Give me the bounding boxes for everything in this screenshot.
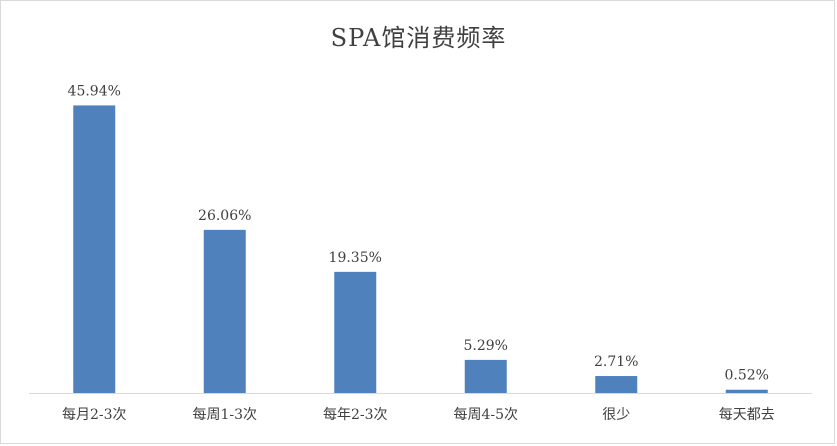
category-labels-layer: 每月2-3次 每周1-3次 每年2-3次 每周4-5次 很少 每天都去 — [62, 407, 775, 423]
data-label-1: 26.06% — [198, 208, 251, 224]
bar-4 — [595, 376, 638, 393]
bar-2 — [334, 271, 377, 393]
data-label-4: 2.71% — [594, 354, 638, 370]
bar-0 — [73, 105, 116, 394]
category-label-4: 很少 — [602, 407, 630, 423]
data-label-5: 0.52% — [725, 368, 769, 384]
category-label-0: 每月2-3次 — [62, 407, 127, 423]
bar-3 — [464, 359, 507, 393]
data-label-0: 45.94% — [68, 83, 121, 99]
bars-layer — [73, 105, 768, 394]
bar-5 — [725, 389, 768, 393]
category-label-5: 每天都去 — [719, 407, 775, 423]
data-label-2: 19.35% — [329, 250, 382, 266]
category-label-2: 每年2-3次 — [323, 407, 388, 423]
data-label-3: 5.29% — [464, 338, 508, 354]
data-labels-layer: 45.94% 26.06% 19.35% 5.29% 2.71% 0.52% — [68, 83, 769, 383]
bar-1 — [203, 229, 246, 393]
category-label-3: 每周4-5次 — [453, 407, 518, 423]
category-label-1: 每周1-3次 — [192, 407, 257, 423]
chart-title: SPA馆消费频率 — [330, 24, 507, 52]
